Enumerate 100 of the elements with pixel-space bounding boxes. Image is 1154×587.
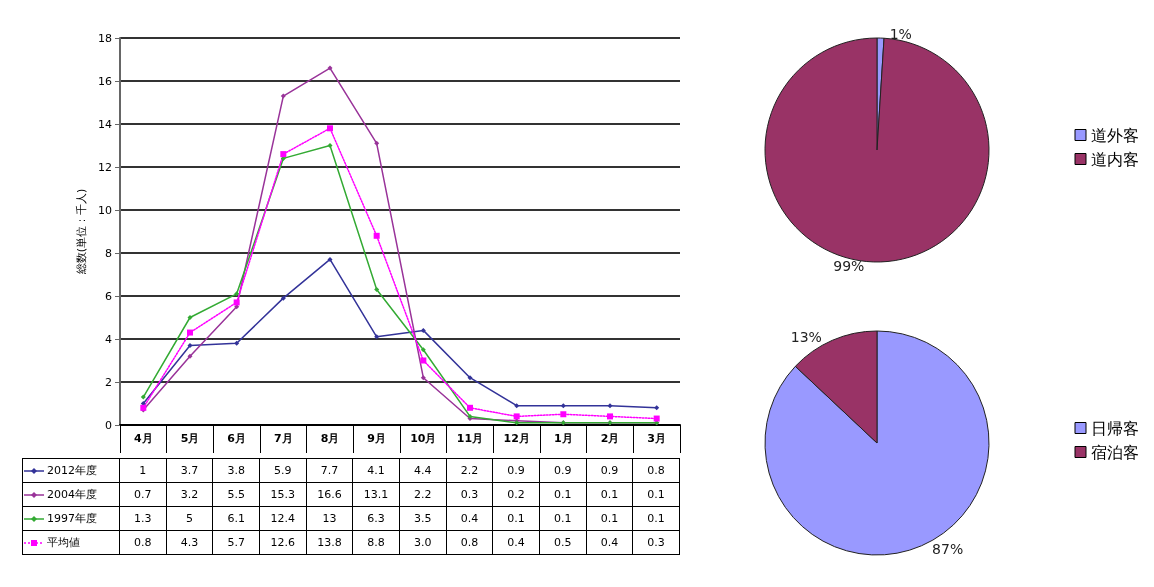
x-tick-label: 12月 (503, 432, 530, 445)
data-label: 0.5 (539, 530, 587, 555)
data-label: 99% (833, 257, 865, 274)
data-label: 12.4 (259, 506, 307, 531)
point (467, 404, 473, 411)
point (187, 329, 193, 336)
legend-label: 宿泊客 (1091, 442, 1139, 462)
x-tick-label: 1月 (554, 432, 573, 445)
y-tick-label: 14 (98, 117, 112, 131)
point (560, 411, 567, 418)
data-label: 0.8 (446, 530, 493, 555)
point (513, 413, 520, 420)
data-label: 5.9 (259, 458, 307, 483)
x-tick-label: 5月 (180, 432, 200, 445)
point (234, 340, 240, 346)
point (374, 140, 380, 146)
data-label: 0.9 (586, 458, 633, 483)
data-label: 2.2 (446, 458, 493, 483)
data-label: 16.6 (306, 482, 353, 507)
point (327, 256, 333, 262)
data-label: 4.3 (166, 530, 213, 555)
data-label: 3.0 (399, 530, 447, 555)
point (280, 93, 286, 99)
point (187, 353, 193, 359)
data-label: 87% (932, 541, 964, 558)
data-label: 0.1 (632, 482, 680, 507)
data-label: 8.8 (352, 530, 400, 555)
legend-label: 道外客 (1091, 125, 1139, 145)
y-tick-label: 8 (105, 246, 112, 260)
point (280, 151, 287, 158)
point (373, 232, 380, 239)
data-label: 4.4 (399, 458, 447, 483)
data-label: 3.5 (399, 506, 447, 531)
data-label: 12.6 (259, 530, 307, 555)
x-tick-label: 4月 (134, 432, 153, 445)
y-tick-label: 10 (98, 203, 112, 217)
point (607, 403, 613, 409)
data-label: 0.9 (539, 458, 587, 483)
point (187, 315, 193, 320)
y-tick-label: 12 (98, 160, 112, 174)
point (140, 401, 146, 406)
point (233, 299, 240, 306)
data-label: 0.1 (492, 506, 540, 531)
data-label: 0.3 (446, 482, 493, 507)
data-label: 3.8 (212, 458, 260, 483)
point (420, 357, 427, 364)
y-tick-label: 2 (105, 375, 112, 389)
point (653, 415, 660, 422)
data-label: 13.1 (352, 482, 400, 507)
x-tick-label: 6月 (227, 432, 246, 445)
data-label: 6.1 (212, 506, 260, 531)
x-tick-label: 8月 (320, 432, 340, 445)
point (234, 304, 240, 310)
data-label: 5.5 (212, 482, 260, 507)
data-label: 0.7 (119, 482, 167, 507)
point (234, 291, 240, 297)
data-label: 7.7 (306, 458, 353, 483)
x-tick-label: 7月 (274, 432, 293, 445)
point (327, 65, 333, 71)
point (280, 295, 286, 301)
y-tick-label: 4 (105, 332, 112, 346)
legend-label: 2004年度 (47, 487, 97, 502)
point (187, 342, 193, 348)
legend-label: 1997年度 (47, 511, 97, 526)
data-label: 1.3 (119, 506, 167, 531)
point (514, 403, 520, 409)
x-tick-label: 11月 (456, 432, 484, 445)
point (420, 375, 426, 381)
legend-label: 平均値 (47, 535, 80, 550)
x-tick-label: 3月 (647, 432, 666, 445)
data-label: 0.2 (492, 482, 540, 507)
data-label: 0.4 (492, 530, 540, 555)
data-label: 0.1 (632, 506, 680, 531)
data-label: 0.1 (586, 506, 633, 531)
data-label: 4.1 (352, 458, 400, 483)
data-label: 13 (306, 506, 353, 531)
point (420, 327, 426, 333)
legend-label: 日帰客 (1091, 418, 1139, 438)
point (374, 334, 380, 340)
data-label: 3.7 (166, 458, 213, 483)
point (467, 375, 473, 381)
data-label: 5 (166, 506, 213, 531)
x-tick-label: 2月 (600, 432, 620, 445)
point (560, 403, 566, 409)
data-label: 3.2 (166, 482, 213, 507)
data-label: 0.4 (586, 530, 633, 555)
data-label: 1 (119, 458, 167, 483)
x-tick-label: 9月 (367, 432, 386, 445)
data-label: 0.1 (539, 506, 587, 531)
data-label: 0.8 (632, 458, 680, 483)
y-axis-title: 総数(単位：千人) (75, 188, 89, 276)
point (327, 125, 333, 132)
point (140, 394, 146, 400)
data-label: 13% (790, 328, 822, 345)
x-tick-label: 10月 (410, 432, 437, 445)
data-label: 2.2 (399, 482, 447, 507)
point (654, 405, 660, 411)
y-tick-label: 18 (98, 31, 112, 45)
legend-label: 道内客 (1091, 149, 1139, 169)
data-label: 1% (889, 26, 912, 43)
